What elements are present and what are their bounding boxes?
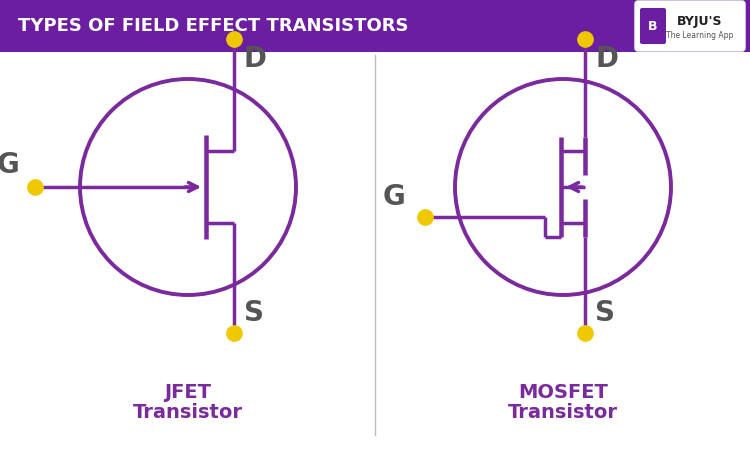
Text: BYJU'S: BYJU'S — [677, 15, 723, 29]
Text: The Learning App: The Learning App — [666, 31, 734, 40]
Text: S: S — [244, 299, 264, 327]
Text: Transistor: Transistor — [133, 404, 243, 423]
Text: MOSFET: MOSFET — [518, 384, 608, 403]
Text: D: D — [595, 45, 618, 73]
Text: G: G — [383, 183, 406, 211]
Text: G: G — [0, 151, 20, 179]
FancyBboxPatch shape — [640, 8, 666, 44]
Text: Transistor: Transistor — [508, 404, 618, 423]
FancyBboxPatch shape — [0, 0, 750, 52]
Text: D: D — [244, 45, 267, 73]
Text: TYPES OF FIELD EFFECT TRANSISTORS: TYPES OF FIELD EFFECT TRANSISTORS — [18, 17, 409, 35]
Text: JFET: JFET — [164, 384, 211, 403]
Text: S: S — [595, 299, 615, 327]
FancyBboxPatch shape — [635, 1, 745, 51]
Text: B: B — [648, 20, 658, 32]
